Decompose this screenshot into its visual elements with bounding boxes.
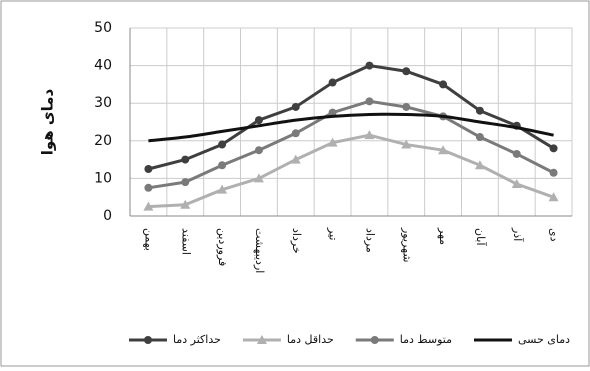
y-tick-label: 30	[94, 95, 112, 111]
point	[364, 130, 375, 140]
point	[438, 145, 449, 155]
x-tick-label: مرداد	[363, 228, 376, 253]
x-tick-label: آذر	[511, 227, 525, 242]
point	[254, 116, 263, 125]
x-tick-label: مهر	[437, 227, 450, 245]
point	[180, 199, 191, 209]
point	[439, 80, 448, 89]
y-tick-label: 10	[94, 170, 112, 186]
legend-label: حداقل دما	[287, 333, 334, 346]
point	[549, 144, 558, 153]
point	[181, 178, 190, 187]
point	[144, 165, 153, 173]
point	[402, 67, 411, 76]
point	[365, 61, 374, 70]
point	[512, 149, 521, 158]
y-tick-label: 50	[94, 20, 112, 36]
point	[217, 184, 228, 194]
point	[365, 97, 374, 106]
legend-label: دمای حسی	[518, 333, 570, 346]
point	[327, 137, 338, 147]
point	[474, 160, 485, 170]
legend-marker	[144, 336, 152, 344]
point	[218, 140, 227, 149]
x-tick-label: شهریور	[400, 227, 413, 262]
point	[290, 154, 301, 164]
point	[254, 146, 263, 155]
series-line	[148, 112, 554, 143]
x-tick-label: دی	[548, 228, 561, 242]
point	[548, 192, 559, 202]
point	[181, 155, 190, 164]
point	[143, 201, 154, 211]
point	[291, 102, 300, 111]
point	[144, 183, 153, 192]
x-tick-label: اردیبهشت	[253, 228, 266, 273]
point	[328, 108, 337, 117]
legend-label: متوسط دما	[400, 333, 452, 346]
y-tick-label: 40	[94, 58, 112, 74]
series-line	[148, 64, 555, 171]
x-tick-label: خرداد	[290, 228, 303, 254]
point	[328, 78, 337, 87]
point	[401, 139, 412, 149]
legend-marker	[370, 336, 379, 344]
legend-marker	[256, 335, 267, 344]
point	[402, 102, 411, 111]
series-line	[148, 99, 555, 190]
point	[253, 173, 264, 183]
x-tick-label: فروردین	[216, 228, 229, 266]
legend-label: حداکثر دما	[173, 333, 221, 346]
point	[475, 133, 484, 142]
x-tick-label: اسفند	[179, 228, 192, 255]
y-axis-title: دمای هوا	[39, 88, 57, 155]
x-tick-label: بهمن	[142, 228, 155, 251]
point	[475, 106, 484, 115]
series-line	[148, 133, 555, 209]
x-tick-label: آبان	[474, 228, 488, 246]
x-tick-label: تیر	[327, 227, 340, 240]
point	[511, 179, 522, 189]
y-tick-label: 20	[94, 133, 112, 149]
point	[291, 129, 300, 138]
point	[549, 168, 558, 177]
point	[218, 161, 227, 170]
y-tick-label: 0	[103, 208, 112, 224]
